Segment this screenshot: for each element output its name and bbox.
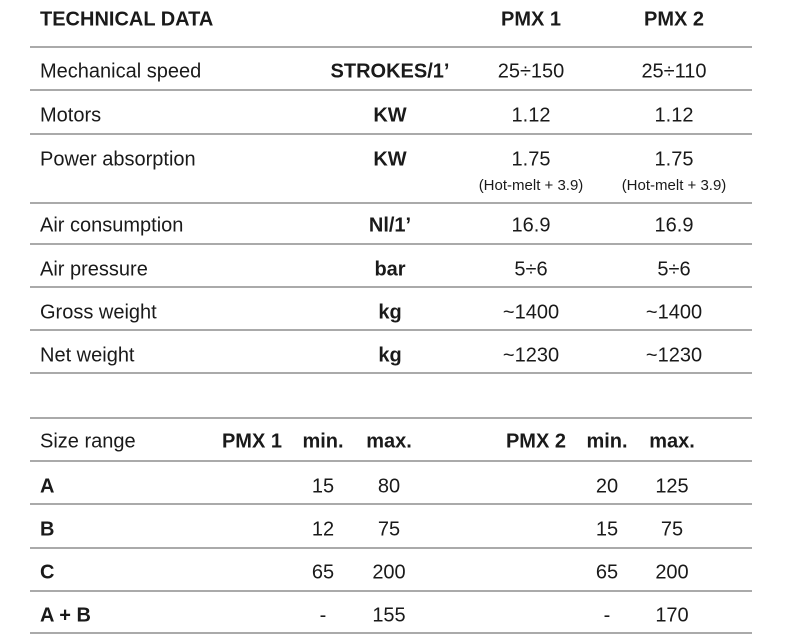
size-value: -	[604, 604, 611, 626]
size-header: min.	[302, 430, 343, 452]
column-header: PMX 1	[501, 8, 561, 30]
pmx1-value: 5÷6	[514, 258, 547, 280]
size-value: 65	[596, 561, 618, 583]
size-header: Size range	[40, 430, 136, 452]
pmx2-value: 25÷110	[641, 60, 706, 82]
row-label: Motors	[40, 104, 101, 126]
size-value: 75	[661, 518, 683, 540]
size-header: min.	[586, 430, 627, 452]
row-label: Air pressure	[40, 258, 148, 280]
unit: STROKES/1’	[331, 60, 450, 82]
size-header: max.	[366, 430, 412, 452]
row-label: Net weight	[40, 344, 135, 366]
size-label: B	[40, 518, 54, 540]
size-value: 80	[378, 475, 400, 497]
size-value: 12	[312, 518, 334, 540]
note: (Hot-melt + 3.9)	[622, 177, 727, 194]
unit: KW	[373, 148, 406, 170]
size-value: 155	[372, 604, 405, 626]
unit: bar	[374, 258, 405, 280]
table-title: TECHNICAL DATA	[40, 8, 213, 30]
pmx1-value: 1.12	[512, 104, 551, 126]
pmx2-value: ~1400	[646, 301, 702, 323]
pmx1-value: ~1400	[503, 301, 559, 323]
row-label: Mechanical speed	[40, 60, 201, 82]
size-header: PMX 2	[506, 430, 566, 452]
pmx2-value: 1.75	[655, 148, 694, 170]
size-header: max.	[649, 430, 695, 452]
size-value: 200	[372, 561, 405, 583]
note: (Hot-melt + 3.9)	[479, 177, 584, 194]
pmx1-value: ~1230	[503, 344, 559, 366]
size-value: 20	[596, 475, 618, 497]
size-value: 200	[655, 561, 688, 583]
pmx1-value: 25÷150	[498, 60, 565, 82]
unit: KW	[373, 104, 406, 126]
pmx2-value: 16.9	[655, 214, 694, 236]
size-header: PMX 1	[222, 430, 282, 452]
row-label: Air consumption	[40, 214, 183, 236]
pmx2-value: 5÷6	[657, 258, 690, 280]
size-value: -	[320, 604, 327, 626]
row-label: Gross weight	[40, 301, 157, 323]
size-value: 15	[312, 475, 334, 497]
row-label: Power absorption	[40, 148, 196, 170]
size-value: 65	[312, 561, 334, 583]
unit: kg	[378, 301, 401, 323]
size-label: A	[40, 475, 54, 497]
size-label: A + B	[40, 604, 91, 626]
size-value: 125	[655, 475, 688, 497]
size-value: 75	[378, 518, 400, 540]
size-value: 15	[596, 518, 618, 540]
unit: Nl/1’	[369, 214, 411, 236]
pmx1-value: 1.75	[512, 148, 551, 170]
column-header: PMX 2	[644, 8, 704, 30]
size-value: 170	[655, 604, 688, 626]
pmx2-value: 1.12	[655, 104, 694, 126]
unit: kg	[378, 344, 401, 366]
size-label: C	[40, 561, 54, 583]
pmx1-value: 16.9	[512, 214, 551, 236]
pmx2-value: ~1230	[646, 344, 702, 366]
